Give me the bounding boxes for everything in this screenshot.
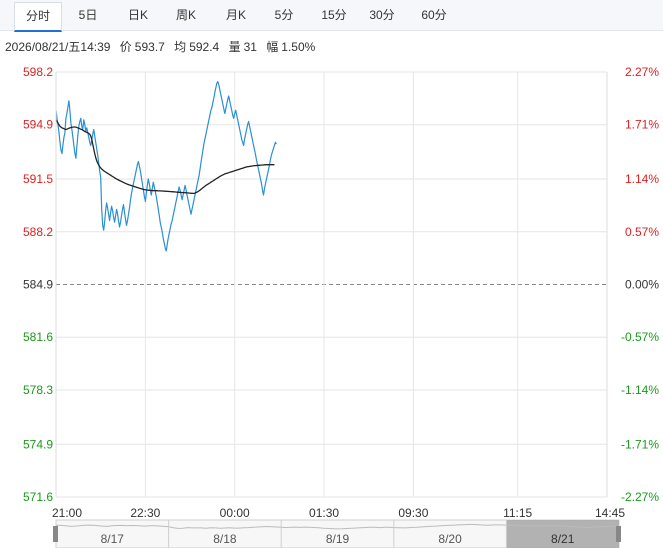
y-tick-price: 588.2 xyxy=(23,225,53,239)
y-tick-price: 571.6 xyxy=(23,490,53,504)
y-tick-pct: 2.27% xyxy=(625,65,659,79)
tab-6[interactable]: 15分 xyxy=(321,8,347,22)
average-line xyxy=(55,119,275,195)
volume-label: 量 xyxy=(228,40,241,54)
navigator-date-label: 8/21 xyxy=(551,532,575,546)
x-tick-label: 11:15 xyxy=(503,506,532,520)
change-value: 1.50% xyxy=(281,40,316,54)
y-tick-pct: 0.57% xyxy=(625,225,659,239)
navigator-date-label: 8/18 xyxy=(213,532,237,546)
tab-8[interactable]: 60分 xyxy=(421,8,447,22)
y-tick-pct: 1.71% xyxy=(625,118,659,132)
tab-1[interactable]: 5日 xyxy=(78,8,98,22)
y-tick-price: 581.6 xyxy=(23,330,53,344)
navigator-handle-left[interactable] xyxy=(53,526,58,542)
price-value: 593.7 xyxy=(134,40,165,54)
y-tick-pct: -1.14% xyxy=(621,383,659,397)
range-selection[interactable] xyxy=(506,520,619,548)
y-tick-pct: -1.71% xyxy=(621,437,659,451)
y-tick-pct: 1.14% xyxy=(625,172,659,186)
quote-datetime: 2026/08/21/五14:39 xyxy=(5,40,111,54)
timeframe-tabs: 分时 5日 日K 周K 月K 5分 15分 30分 60分 xyxy=(0,0,663,32)
tab-7[interactable]: 30分 xyxy=(369,8,395,22)
tab-3[interactable]: 周K xyxy=(175,8,196,22)
x-tick-label: 22:30 xyxy=(130,506,160,520)
price-line xyxy=(55,80,277,252)
y-tick-price: 574.9 xyxy=(23,437,53,451)
avg-label: 均 xyxy=(174,40,187,54)
y-tick-pct: 0.00% xyxy=(625,278,659,292)
y-tick-pct: -2.27% xyxy=(621,490,659,504)
tab-4[interactable]: 月K xyxy=(225,8,246,22)
tab-2[interactable]: 日K xyxy=(127,8,148,22)
navigator-date-label: 8/17 xyxy=(101,532,125,546)
tab-0[interactable]: 分时 xyxy=(14,2,62,32)
volume-value: 31 xyxy=(243,40,257,54)
price-label: 价 xyxy=(119,40,132,54)
y-tick-price: 594.9 xyxy=(23,118,53,132)
x-tick-label: 00:00 xyxy=(220,506,250,520)
navigator-date-label: 8/20 xyxy=(438,532,462,546)
y-tick-price: 578.3 xyxy=(23,383,53,397)
tab-5[interactable]: 5分 xyxy=(274,8,294,22)
x-tick-label: 01:30 xyxy=(309,506,339,520)
navigator-date-label: 8/19 xyxy=(326,532,350,546)
navigator-mini-line xyxy=(55,523,619,530)
y-tick-price: 598.2 xyxy=(23,65,53,79)
x-tick-label: 14:45 xyxy=(595,506,625,520)
y-tick-pct: -0.57% xyxy=(621,330,659,344)
change-label: 幅 xyxy=(266,40,279,54)
navigator-handle-right[interactable] xyxy=(616,526,621,542)
avg-value: 592.4 xyxy=(189,40,220,54)
y-tick-price: 591.5 xyxy=(23,172,53,186)
x-tick-label: 21:00 xyxy=(52,506,82,520)
y-tick-price: 584.9 xyxy=(23,278,53,292)
x-tick-label: 09:30 xyxy=(398,506,428,520)
quote-info-bar: 2026/08/21/五14:39 价 593.7 均 592.4 量 31 幅 1.5… xyxy=(5,38,321,55)
